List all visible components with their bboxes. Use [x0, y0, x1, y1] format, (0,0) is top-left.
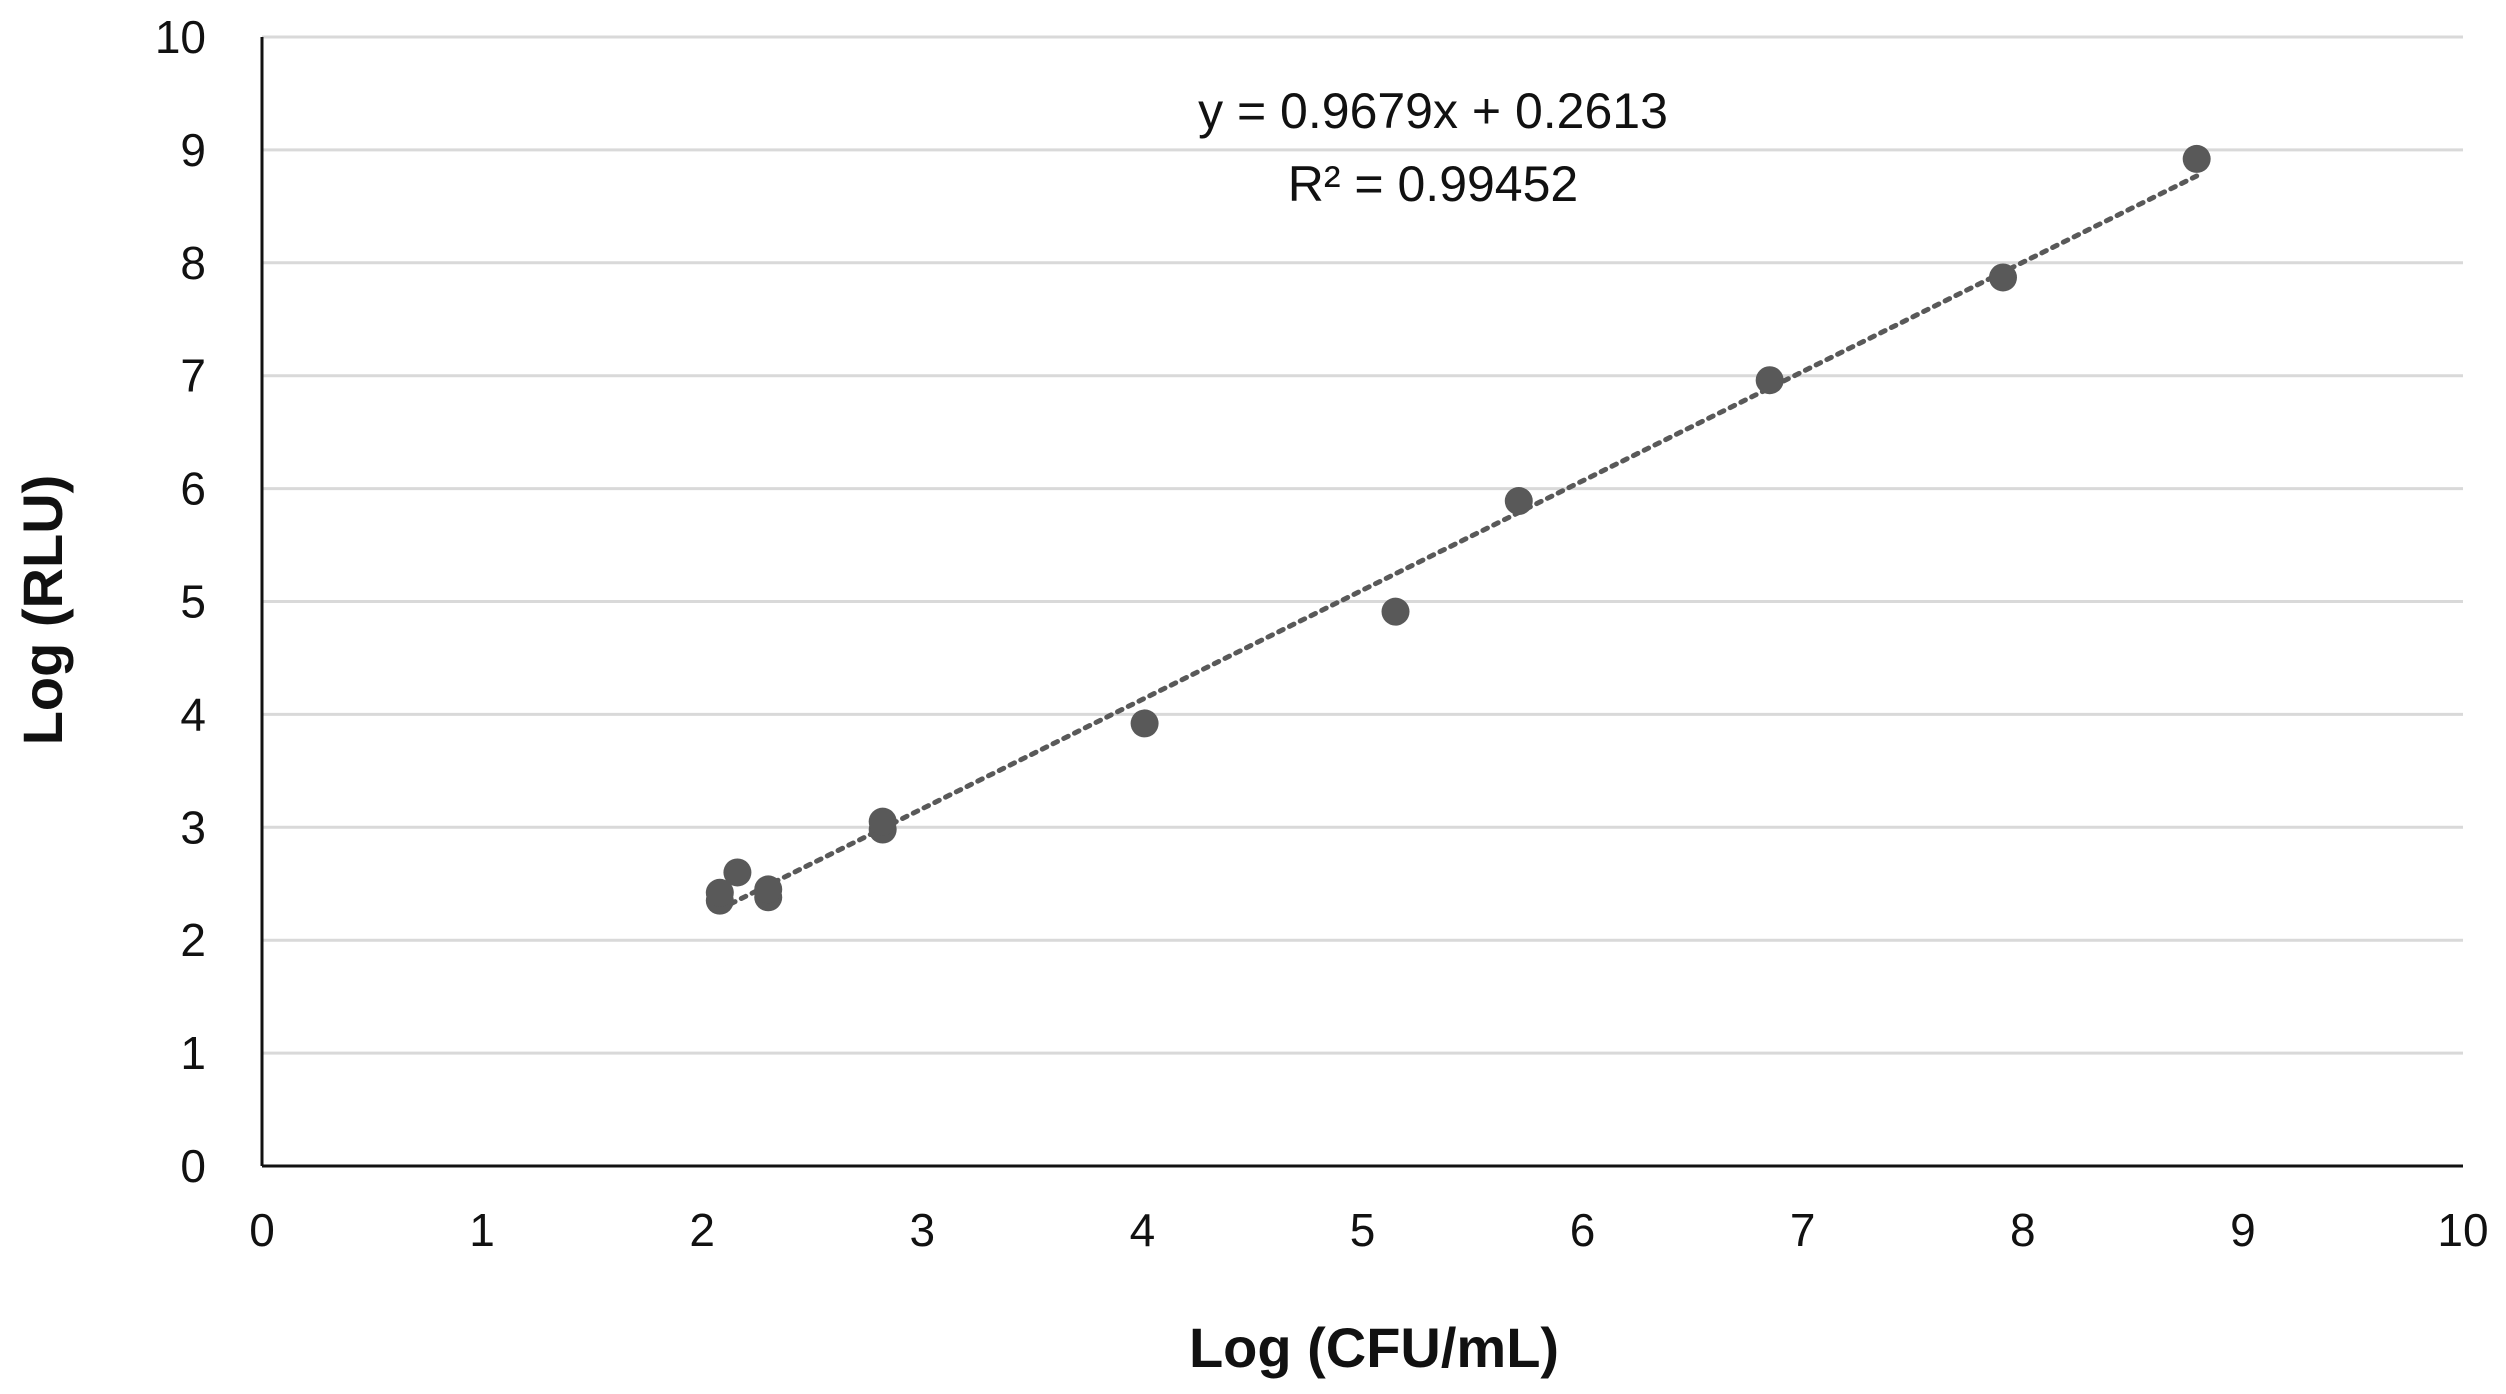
trendline	[717, 173, 2200, 912]
y-tick-label: 4	[180, 688, 206, 740]
x-tick-label: 9	[2230, 1204, 2256, 1256]
y-tick-label: 7	[180, 350, 206, 402]
data-point	[1130, 709, 1159, 738]
trendline-layer	[717, 173, 2200, 912]
x-tick-label: 7	[1790, 1204, 1816, 1256]
y-tick-label: 2	[180, 914, 206, 966]
y-tick-label: 8	[180, 237, 206, 289]
x-tick-label: 8	[2010, 1204, 2036, 1256]
data-point	[705, 878, 734, 907]
y-tick-label: 0	[180, 1140, 206, 1192]
tick-labels: 0 1 2 3 4 5 6 7 8 9 10 0 1 2 3 4 5 6 7 8 9 10	[155, 11, 2489, 1256]
y-tick-label: 5	[180, 576, 206, 628]
y-tick-label: 9	[180, 124, 206, 176]
data-point	[754, 875, 783, 904]
y-tick-label: 6	[180, 463, 206, 515]
data-point	[868, 807, 897, 836]
data-point	[1381, 597, 1410, 626]
x-tick-label: 1	[469, 1204, 495, 1256]
x-tick-label: 5	[1350, 1204, 1376, 1256]
x-tick-label: 6	[1570, 1204, 1596, 1256]
y-axis-title: Log (RLU)	[11, 475, 74, 746]
x-axis-title: Log (CFU/mL)	[1189, 1316, 1559, 1379]
data-point	[1504, 487, 1533, 516]
gridlines	[262, 35, 2463, 1055]
data-point	[1988, 263, 2017, 292]
data-point	[723, 858, 752, 887]
data-point	[1755, 366, 1784, 395]
x-tick-label: 4	[1130, 1204, 1156, 1256]
x-tick-label: 10	[2437, 1204, 2488, 1256]
x-tick-label: 2	[689, 1204, 715, 1256]
x-tick-label: 0	[249, 1204, 275, 1256]
trendline-equation: y = 0.9679x + 0.2613	[1198, 83, 1668, 139]
trendline-r-squared: R² = 0.99452	[1288, 156, 1578, 212]
y-tick-label: 3	[180, 801, 206, 853]
y-tick-label: 1	[180, 1027, 206, 1079]
axes	[260, 37, 2463, 1168]
data-points	[705, 144, 2211, 915]
data-point	[2182, 144, 2211, 173]
y-tick-label: 10	[155, 11, 206, 63]
x-tick-label: 3	[910, 1204, 936, 1256]
